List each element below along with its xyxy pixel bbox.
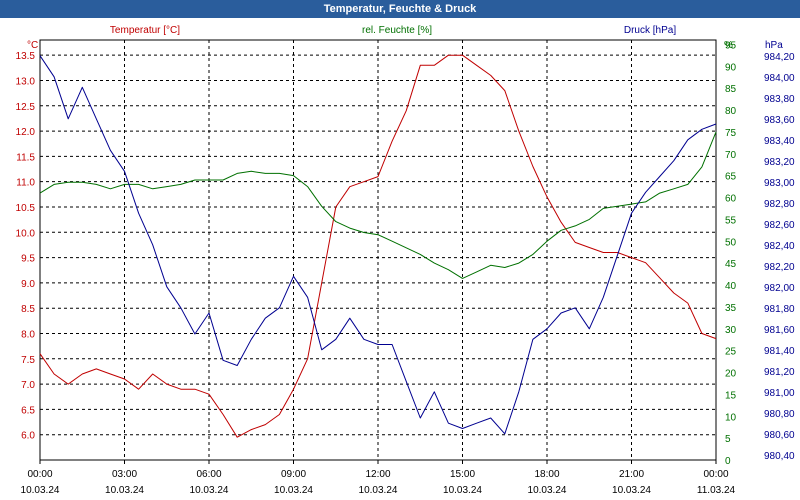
x-tick-time: 06:00 xyxy=(196,469,221,480)
pressure-tick: 983,20 xyxy=(764,157,795,168)
humidity-tick: 65 xyxy=(725,172,737,183)
x-tick-date: 10.03.24 xyxy=(274,485,313,496)
x-tick-date: 11.03.24 xyxy=(697,485,736,496)
grid-lines xyxy=(40,40,716,460)
x-tick-date: 10.03.24 xyxy=(105,485,144,496)
temperature-unit: °C xyxy=(27,40,38,51)
x-tick-date: 10.03.24 xyxy=(528,485,567,496)
humidity-tick: 40 xyxy=(725,281,737,292)
humidity-tick: 5 xyxy=(725,434,731,445)
temperature-tick: 13.5 xyxy=(16,51,36,62)
temperature-series-label: Temperatur [°C] xyxy=(110,25,180,36)
temperature-tick: 6.0 xyxy=(21,431,35,442)
x-tick-date: 10.03.24 xyxy=(21,485,60,496)
temperature-tick: 6.5 xyxy=(21,405,35,416)
pressure-tick: 982,00 xyxy=(764,283,795,294)
temperature-tick: 9.0 xyxy=(21,279,35,290)
plot-frame xyxy=(39,39,717,464)
humidity-tick: 45 xyxy=(725,259,737,270)
pressure-tick: 981,00 xyxy=(764,388,795,399)
temperature-tick: 13.0 xyxy=(16,76,36,87)
humidity-tick: 55 xyxy=(725,215,737,226)
tick-labels: 00:00 10.03.24 03:00 10.03.24 06:00 10.03.24 0… xyxy=(16,40,795,496)
pressure-tick: 981,60 xyxy=(764,325,795,336)
x-tick-time: 18:00 xyxy=(534,469,559,480)
temperature-tick: 8.0 xyxy=(21,329,35,340)
humidity-series-label: rel. Feuchte [%] xyxy=(362,25,432,36)
temperature-tick: 7.0 xyxy=(21,380,35,391)
temperature-tick: 12.5 xyxy=(16,102,36,113)
humidity-unit: % xyxy=(724,40,733,51)
x-tick-date: 10.03.24 xyxy=(359,485,398,496)
x-tick-time: 03:00 xyxy=(112,469,137,480)
temperature-tick: 10.5 xyxy=(16,203,36,214)
temperature-tick: 9.5 xyxy=(21,254,35,265)
x-tick-time: 09:00 xyxy=(281,469,306,480)
humidity-tick: 80 xyxy=(725,106,737,117)
humidity-tick: 25 xyxy=(725,347,737,358)
pressure-tick: 984,00 xyxy=(764,73,795,84)
x-tick-time: 12:00 xyxy=(365,469,390,480)
humidity-tick: 85 xyxy=(725,84,737,95)
pressure-tick: 983,80 xyxy=(764,94,795,105)
pressure-series-label: Druck [hPa] xyxy=(624,25,676,36)
x-tick-date: 10.03.24 xyxy=(190,485,229,496)
humidity-tick: 70 xyxy=(725,150,737,161)
humidity-tick: 20 xyxy=(725,369,737,380)
humidity-tick: 0 xyxy=(725,456,731,467)
temperature-tick: 8.5 xyxy=(21,304,35,315)
humidity-tick: 95 xyxy=(725,40,737,51)
x-tick-time: 21:00 xyxy=(619,469,644,480)
x-tick-time: 00:00 xyxy=(703,469,728,480)
humidity-tick: 35 xyxy=(725,303,737,314)
pressure-line xyxy=(39,55,717,435)
pressure-tick: 982,60 xyxy=(764,220,795,231)
x-tick-time: 00:00 xyxy=(27,469,52,480)
temperature-tick: 12.0 xyxy=(16,127,36,138)
pressure-tick: 982,40 xyxy=(764,241,795,252)
pressure-unit: hPa xyxy=(765,40,783,51)
pressure-tick: 981,20 xyxy=(764,367,795,378)
axis-labels: °C% hPa Temperatur [°C] rel. Feuchte [%] Dru… xyxy=(27,25,783,51)
pressure-tick: 980,80 xyxy=(764,409,795,420)
pressure-tick: 981,80 xyxy=(764,304,795,315)
humidity-tick: 15 xyxy=(725,390,737,401)
humidity-tick: 75 xyxy=(725,128,737,139)
plot-border xyxy=(39,39,717,461)
humidity-tick: 50 xyxy=(725,237,737,248)
temperature-tick: 11.5 xyxy=(16,152,35,163)
pressure-tick: 984,20 xyxy=(764,52,795,63)
pressure-tick: 982,80 xyxy=(764,199,795,210)
humidity-tick: 10 xyxy=(725,412,737,423)
x-tick-date: 10.03.24 xyxy=(443,485,482,496)
humidity-tick: 30 xyxy=(725,325,737,336)
pressure-tick: 983,40 xyxy=(764,136,795,147)
temperature-line xyxy=(39,54,717,438)
chart-title: Temperatur, Feuchte & Druck xyxy=(0,0,800,18)
pressure-tick: 982,20 xyxy=(764,262,795,273)
series-lines xyxy=(39,54,717,438)
x-tick-time: 15:00 xyxy=(450,469,475,480)
temperature-tick: 11.0 xyxy=(16,178,35,189)
humidity-tick: 60 xyxy=(725,194,737,205)
pressure-tick: 983,60 xyxy=(764,115,795,126)
pressure-tick: 980,60 xyxy=(764,430,795,441)
temperature-tick: 10.0 xyxy=(16,228,36,239)
pressure-tick: 981,40 xyxy=(764,346,795,357)
chart-area: 00:00 10.03.24 03:00 10.03.24 06:00 10.03.24 0… xyxy=(16,25,795,496)
humidity-tick: 90 xyxy=(725,62,737,73)
pressure-tick: 983,00 xyxy=(764,178,795,189)
humidity-line xyxy=(39,131,717,279)
temperature-tick: 7.5 xyxy=(21,355,35,366)
pressure-tick: 980,40 xyxy=(764,451,795,462)
x-tick-date: 10.03.24 xyxy=(612,485,651,496)
